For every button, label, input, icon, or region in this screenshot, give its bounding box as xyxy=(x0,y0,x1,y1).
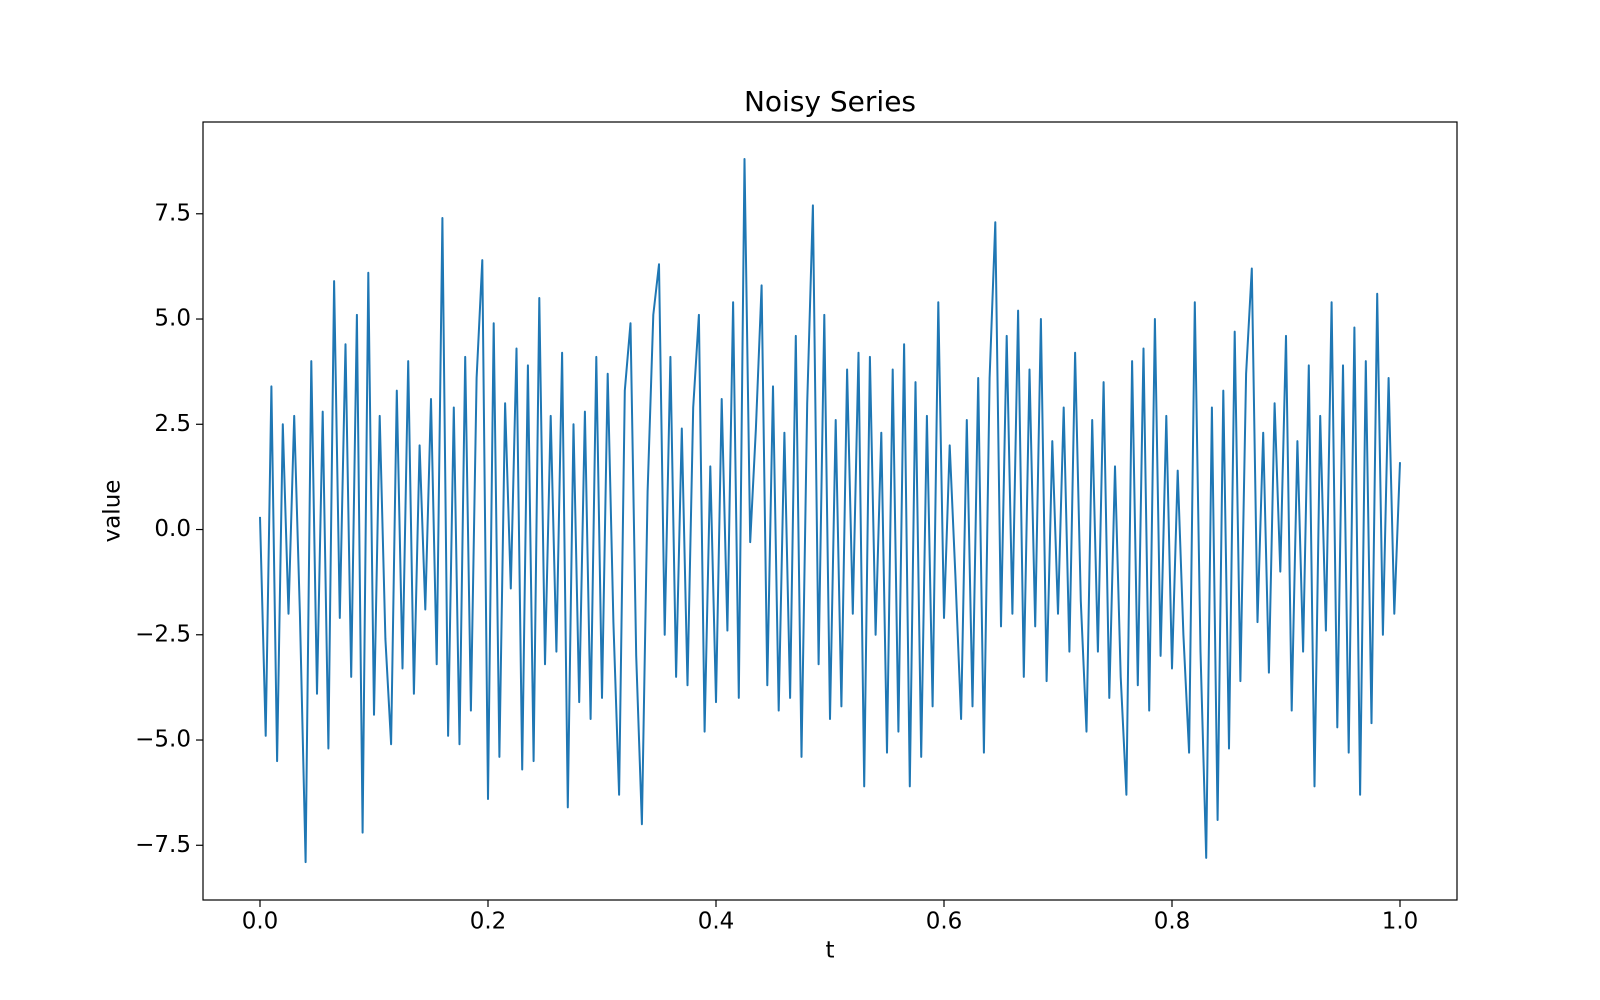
y-tick-label: 7.5 xyxy=(154,200,191,226)
y-tick-label: −2.5 xyxy=(135,621,191,647)
x-tick-label: 0.6 xyxy=(926,909,963,935)
x-tick-label: 1.0 xyxy=(1382,909,1419,935)
y-tick-label: 2.5 xyxy=(154,411,191,437)
y-tick-label: 0.0 xyxy=(154,516,191,542)
y-tick-label: −7.5 xyxy=(135,832,191,858)
y-tick-label: 5.0 xyxy=(154,306,191,332)
y-tick-label: −5.0 xyxy=(135,727,191,753)
x-tick-label: 0.0 xyxy=(242,909,279,935)
y-axis-label: value xyxy=(100,480,126,543)
x-axis-label: t xyxy=(825,938,834,964)
x-tick-label: 0.8 xyxy=(1154,909,1191,935)
x-tick-label: 0.2 xyxy=(470,909,507,935)
chart-title: Noisy Series xyxy=(744,85,916,118)
series-line xyxy=(259,158,1401,864)
plot-frame xyxy=(202,121,1458,901)
x-tick-label: 0.4 xyxy=(698,909,735,935)
